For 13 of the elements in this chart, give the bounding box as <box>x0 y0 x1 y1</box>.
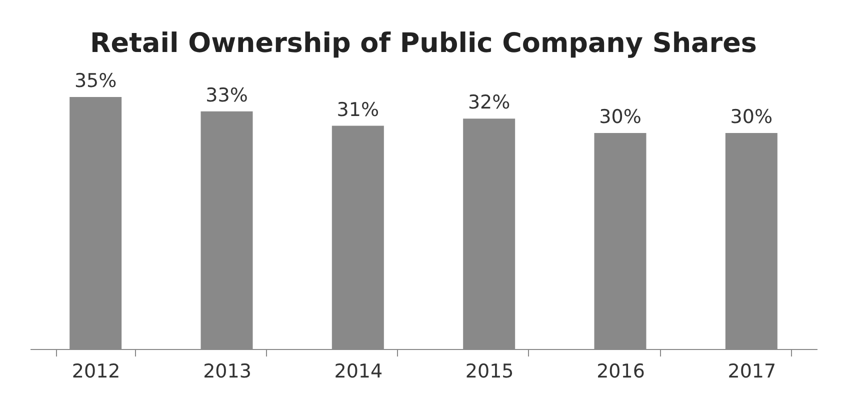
x-tick-label: 2013 <box>203 360 252 382</box>
x-tick-label: 2016 <box>596 360 645 382</box>
chart-title: Retail Ownership of Public Company Shares <box>90 28 757 59</box>
data-label: 32% <box>468 92 510 114</box>
x-tick-label: 2014 <box>334 360 383 382</box>
x-tick-label: 2012 <box>72 360 120 382</box>
data-label: 30% <box>730 106 773 128</box>
data-label: 35% <box>74 70 117 92</box>
data-label: 31% <box>336 98 380 121</box>
data-label: 33% <box>206 84 248 106</box>
data-label: 30% <box>599 106 642 128</box>
x-tick-label: 2015 <box>465 360 514 382</box>
x-tick-label: 2017 <box>728 360 776 382</box>
